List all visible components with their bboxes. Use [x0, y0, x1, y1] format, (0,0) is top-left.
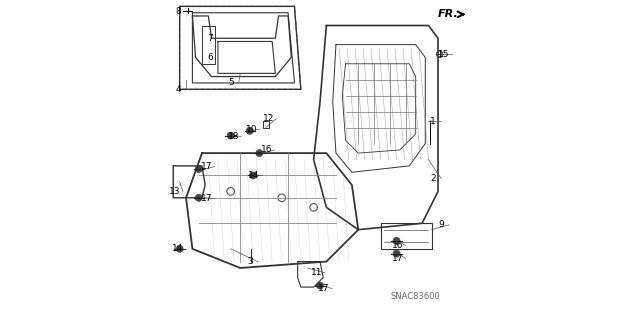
Text: 14: 14 — [172, 244, 184, 253]
Text: 16: 16 — [261, 145, 273, 154]
Text: 9: 9 — [438, 220, 444, 229]
Text: FR.: FR. — [438, 9, 459, 19]
Text: 10: 10 — [246, 125, 257, 134]
Circle shape — [393, 237, 400, 244]
Text: 7: 7 — [207, 34, 213, 43]
Circle shape — [256, 150, 263, 157]
Text: 2: 2 — [431, 174, 436, 183]
Text: 6: 6 — [207, 53, 213, 62]
Text: 12: 12 — [262, 114, 274, 123]
Text: 11: 11 — [311, 268, 323, 277]
Text: 17: 17 — [392, 254, 403, 263]
Circle shape — [250, 172, 257, 179]
Text: 18: 18 — [227, 132, 239, 141]
Text: 14: 14 — [248, 171, 260, 180]
Text: 13: 13 — [169, 187, 180, 196]
Text: 8: 8 — [175, 7, 181, 16]
Circle shape — [246, 127, 253, 134]
Text: 3: 3 — [247, 257, 253, 266]
Circle shape — [176, 245, 183, 252]
Circle shape — [195, 194, 202, 201]
Text: 1: 1 — [430, 117, 436, 126]
Text: 17: 17 — [201, 162, 212, 171]
Text: SNAC83600: SNAC83600 — [391, 292, 440, 301]
Circle shape — [317, 282, 323, 289]
Text: 15: 15 — [438, 50, 449, 59]
Circle shape — [393, 250, 400, 257]
Circle shape — [195, 166, 202, 173]
Text: 17: 17 — [201, 194, 212, 203]
Text: 17: 17 — [318, 284, 330, 293]
Text: 4: 4 — [175, 85, 181, 94]
Text: 5: 5 — [228, 78, 234, 87]
Text: 16: 16 — [392, 241, 403, 250]
Circle shape — [227, 132, 234, 139]
